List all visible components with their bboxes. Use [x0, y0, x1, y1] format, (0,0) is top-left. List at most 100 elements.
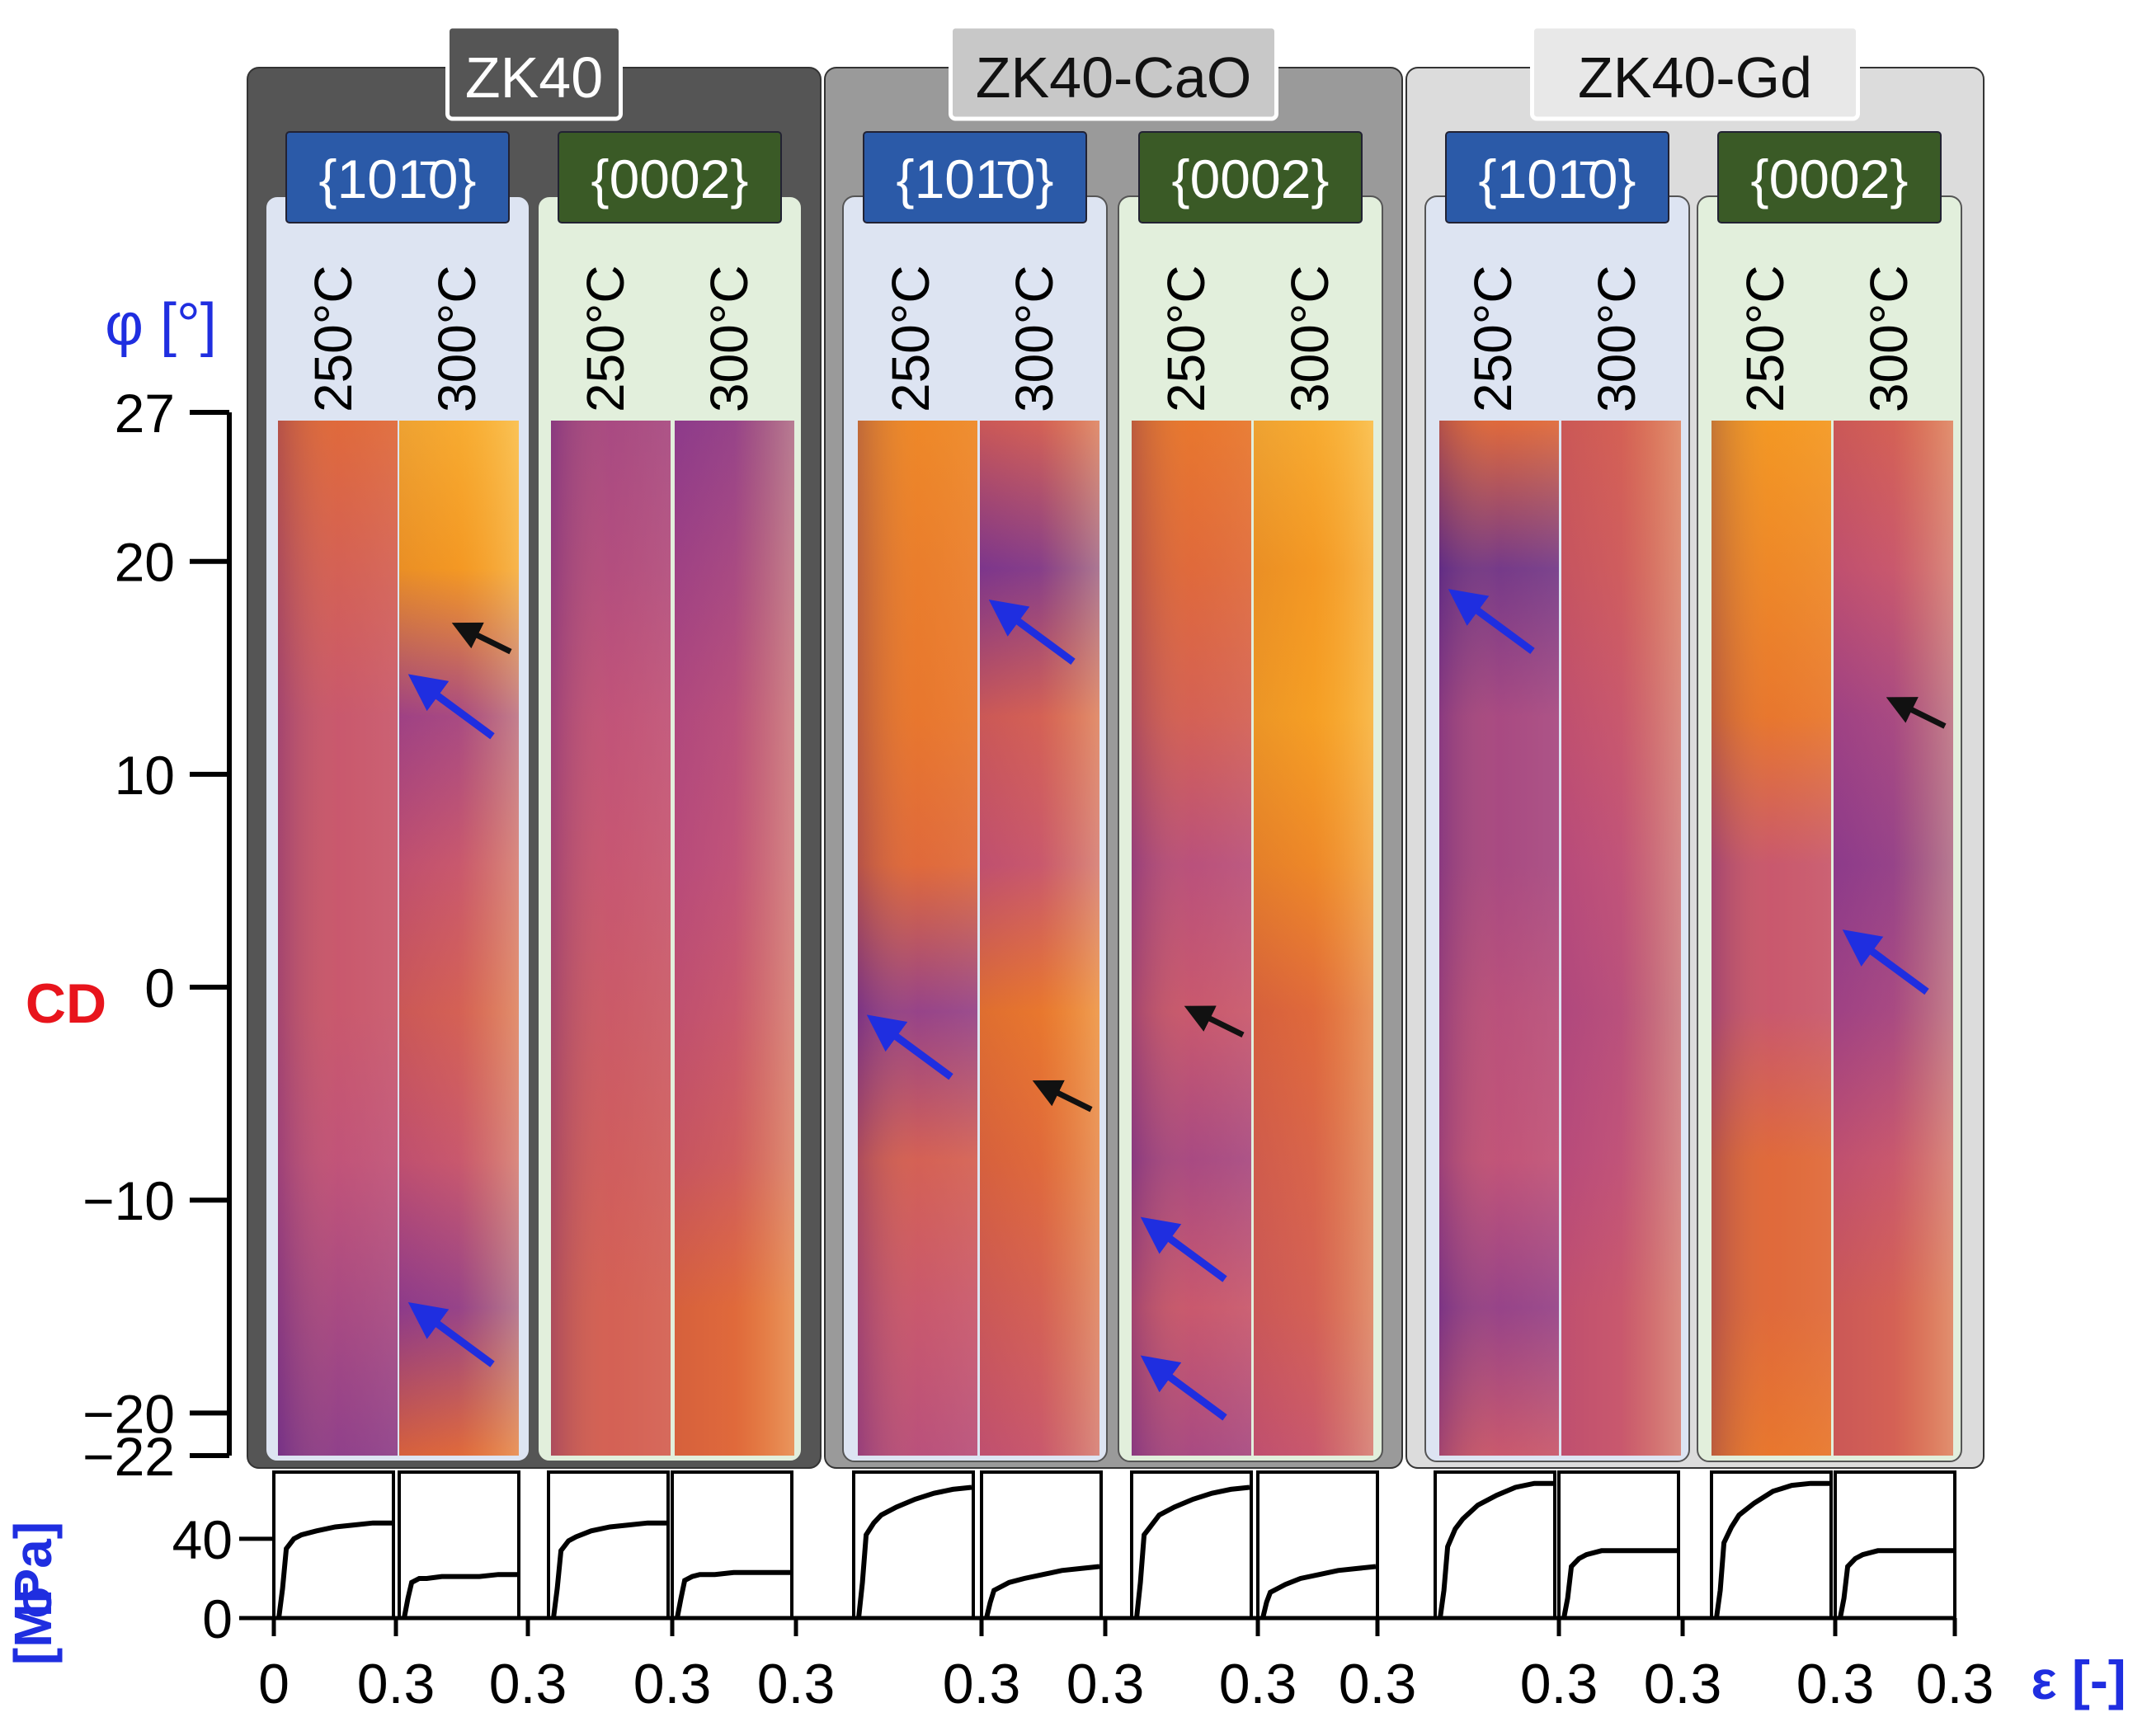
- black-arrow-icon: [1886, 697, 1947, 729]
- stress-strain-curve: [1838, 1548, 1953, 1619]
- phi-tick-label: 20: [115, 532, 175, 593]
- strain-axis-label: ε [-]: [2031, 1649, 2126, 1710]
- plot-frame: [671, 1470, 793, 1620]
- plane-label-box: [1138, 131, 1363, 223]
- plot-frame: [1130, 1470, 1253, 1620]
- stress-strain-plot: [852, 1470, 975, 1620]
- group-name-tab: [949, 24, 1278, 121]
- strain-tick-label: 0.3: [1219, 1653, 1297, 1715]
- feature-arrows: [407, 589, 1947, 1421]
- stress-strain-plot: [1434, 1470, 1556, 1620]
- plot-frame: [398, 1470, 520, 1620]
- stress-strain-curve: [1714, 1480, 1829, 1619]
- plot-frame: [1710, 1470, 1833, 1620]
- stress-strain-plot: [671, 1470, 793, 1620]
- stress-strain-curve: [551, 1520, 666, 1619]
- texture-map-shading: [675, 421, 794, 1456]
- stress-strain-plots: [272, 1470, 1956, 1620]
- stress-strain-curve: [276, 1520, 392, 1619]
- group-name: ZK40: [465, 45, 603, 110]
- strain-tick-label: 0.3: [943, 1653, 1021, 1715]
- plot-frame: [547, 1470, 670, 1620]
- group-name-tab: [1530, 24, 1860, 121]
- phi-axis: φ [°] CD 27 20 10 0 −10 −20−22: [26, 292, 232, 1487]
- blue-arrow-icon: [866, 1014, 953, 1080]
- stress-unit: [MPa]: [3, 1522, 63, 1665]
- texture-map-shading: [278, 421, 398, 1456]
- texture-map-shading: [1132, 421, 1251, 1456]
- plane-label: {101̄0}: [319, 148, 477, 209]
- plot-frame: [1834, 1470, 1956, 1620]
- stress-strain-curve: [1134, 1484, 1250, 1619]
- stress-axis: σ [MPa] 400: [3, 1509, 1955, 1665]
- group-name: ZK40-Gd: [1578, 45, 1812, 110]
- strain-tick-label: 0.3: [1796, 1653, 1875, 1715]
- phi-tick-label: −20: [82, 1383, 175, 1444]
- blue-arrow-icon: [407, 1301, 495, 1367]
- texture-map-shading: [551, 421, 671, 1456]
- plane-label: {101̄0}: [897, 148, 1054, 209]
- temperature-label: 250°C: [576, 265, 635, 412]
- stress-tick-label: 0: [202, 1588, 233, 1649]
- temperature-label: 300°C: [1587, 265, 1646, 412]
- phi-tick-label: −10: [82, 1170, 175, 1231]
- group-name: ZK40-CaO: [976, 45, 1252, 110]
- texture-map-shading: [399, 421, 519, 1456]
- black-arrow-icon: [451, 622, 512, 655]
- strain-tick-label: 0.3: [1644, 1653, 1722, 1715]
- strain-tick-label: 0.3: [1520, 1653, 1598, 1715]
- temperature-label: 300°C: [1280, 265, 1340, 412]
- plot-frame: [980, 1470, 1103, 1620]
- black-arrow-icon: [1032, 1080, 1093, 1113]
- plane-label-box: [863, 131, 1087, 223]
- stress-strain-plot: [272, 1470, 395, 1620]
- strain-tick-label: 0.3: [489, 1653, 567, 1715]
- blue-arrow-icon: [407, 674, 495, 740]
- strain-tick-label: 0: [258, 1653, 290, 1715]
- cd-label: CD: [26, 972, 106, 1035]
- temperature-label: 250°C: [304, 265, 363, 412]
- plot-frame: [1557, 1470, 1680, 1620]
- temperature-label: 300°C: [1005, 265, 1064, 412]
- stress-strain-curve: [675, 1569, 790, 1619]
- stress-strain-plot: [547, 1470, 670, 1620]
- stress-strain-curve: [1260, 1564, 1377, 1619]
- stress-strain-curve: [984, 1564, 1100, 1619]
- blue-arrow-icon: [1140, 1355, 1227, 1421]
- temperature-label: 300°C: [1859, 265, 1919, 412]
- phi-tick-label: 0: [144, 957, 175, 1019]
- strain-ticks: 0 0.3 0.3 0.3 0.3 0.3 0.3 0.3 0.3 0.3 0.3 0.3 0.3: [258, 1618, 1994, 1715]
- strain-tick-label: 0.3: [357, 1653, 436, 1715]
- temperature-label: 300°C: [699, 265, 759, 412]
- temperature-label: 250°C: [1156, 265, 1216, 412]
- plane-label: {0002}: [1172, 148, 1330, 209]
- stress-strain-plot: [1130, 1470, 1253, 1620]
- group-name-tab: [445, 24, 623, 121]
- blue-arrow-icon: [988, 600, 1076, 665]
- phi-tick-label: 10: [115, 745, 175, 806]
- strain-tick-label: 0.3: [1339, 1653, 1417, 1715]
- temperature-label: 250°C: [1463, 265, 1523, 412]
- blue-arrow-icon: [1140, 1216, 1227, 1282]
- stress-strain-plot: [1834, 1470, 1956, 1620]
- texture-map-shading: [1561, 421, 1681, 1456]
- stress-strain-curve: [402, 1572, 517, 1619]
- stress-strain-plot: [398, 1470, 520, 1620]
- plane-label-box: [285, 131, 510, 223]
- stress-symbol: σ: [3, 1583, 63, 1619]
- plane-label: {0002}: [1751, 148, 1909, 209]
- strain-tick-label: 0.3: [1916, 1653, 1994, 1715]
- temperature-label: 250°C: [1735, 265, 1795, 412]
- plane-label-box: [1717, 131, 1942, 223]
- texture-map-shading: [1254, 421, 1373, 1456]
- temperature-label: 250°C: [881, 265, 940, 412]
- plane-label: {101̄0}: [1479, 148, 1636, 209]
- phi-axis-label: φ [°]: [105, 292, 217, 358]
- stress-strain-plot: [1256, 1470, 1379, 1620]
- phi-tick-label: 27: [115, 383, 175, 444]
- stress-strain-curve: [856, 1484, 972, 1619]
- black-arrow-icon: [1184, 1005, 1245, 1037]
- texture-map-shading: [858, 421, 977, 1456]
- strain-tick-label: 0.3: [633, 1653, 712, 1715]
